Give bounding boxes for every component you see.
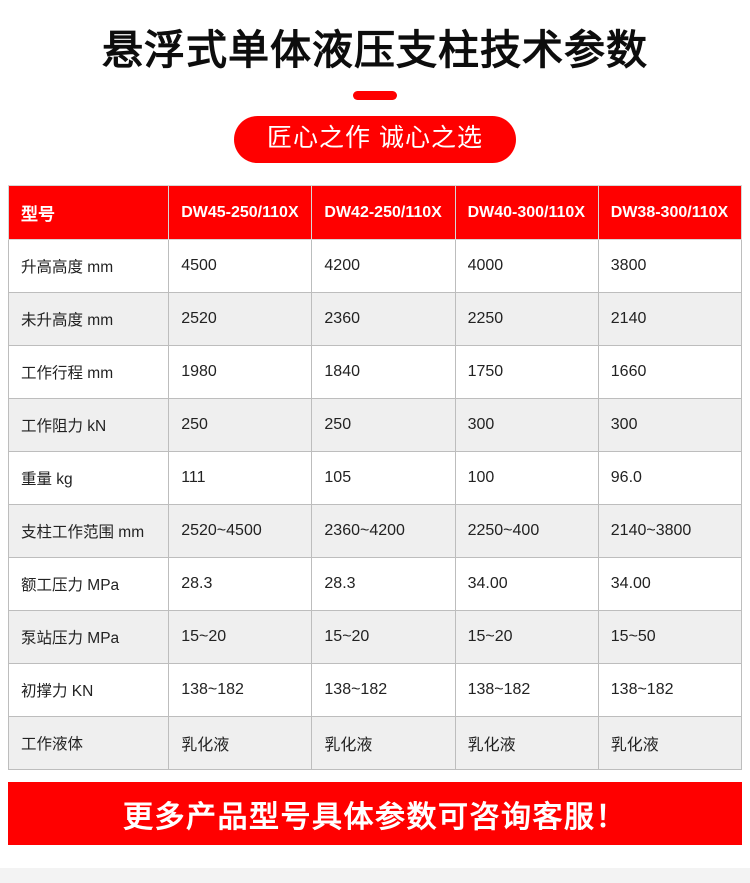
table-row: 升高高度 mm 4500 4200 4000 3800 [7, 239, 743, 294]
table-cell: 34.00 [597, 557, 743, 612]
title-divider-bar [353, 91, 397, 101]
table-row: 工作阻力 kN 250 250 300 300 [7, 398, 743, 453]
contact-support-banner: 更多产品型号具体参数可咨询客服！ [8, 782, 742, 846]
column-header-dw45-250-110x: DW45-250/110X [168, 185, 313, 241]
table-cell: 2250 [454, 292, 599, 347]
table-cell: 105 [311, 451, 456, 506]
spec-table-container: 型号 DW45-250/110X DW42-250/110X DW40-300/… [7, 185, 743, 771]
table-row: 泵站压力 MPa 15~20 15~20 15~20 15~50 [7, 610, 743, 665]
spec-table: 型号 DW45-250/110X DW42-250/110X DW40-300/… [7, 185, 743, 771]
table-cell: 100 [454, 451, 599, 506]
table-cell: 300 [454, 398, 599, 453]
table-cell: 2520 [168, 292, 313, 347]
table-cell: 34.00 [454, 557, 599, 612]
row-label: 初撑力 KN [7, 663, 170, 718]
table-cell: 3800 [597, 239, 743, 294]
table-cell: 2360~4200 [311, 504, 456, 559]
table-cell: 2360 [311, 292, 456, 347]
row-label: 额工压力 MPa [7, 557, 170, 612]
row-label: 工作行程 mm [7, 345, 170, 400]
table-header: 型号 DW45-250/110X DW42-250/110X DW40-300/… [7, 185, 743, 241]
table-cell: 2520~4500 [168, 504, 313, 559]
table-row: 未升高度 mm 2520 2360 2250 2140 [7, 292, 743, 347]
page-header: 悬浮式单体液压支柱技术参数 匠心之作 诚心之选 [0, 0, 750, 164]
table-row: 支柱工作范围 mm 2520~4500 2360~4200 2250~400 2… [7, 504, 743, 559]
table-cell: 28.3 [311, 557, 456, 612]
row-label: 泵站压力 MPa [7, 610, 170, 665]
row-label: 工作液体 [7, 716, 170, 771]
table-cell: 乳化液 [597, 716, 743, 771]
table-cell: 1750 [454, 345, 599, 400]
row-label: 重量 kg [7, 451, 170, 506]
table-row: 工作行程 mm 1980 1840 1750 1660 [7, 345, 743, 400]
table-row: 工作液体 乳化液 乳化液 乳化液 乳化液 [7, 716, 743, 771]
column-header-model: 型号 [7, 185, 170, 241]
table-cell: 2140 [597, 292, 743, 347]
table-cell: 138~182 [597, 663, 743, 718]
table-cell: 2250~400 [454, 504, 599, 559]
table-cell: 1980 [168, 345, 313, 400]
table-cell: 乳化液 [311, 716, 456, 771]
column-header-dw38-300-110x: DW38-300/110X [597, 185, 743, 241]
row-label: 工作阻力 kN [7, 398, 170, 453]
row-label: 未升高度 mm [7, 292, 170, 347]
column-header-dw42-250-110x: DW42-250/110X [311, 185, 456, 241]
column-header-dw40-300-110x: DW40-300/110X [454, 185, 599, 241]
table-cell: 15~20 [168, 610, 313, 665]
table-cell: 300 [597, 398, 743, 453]
table-cell: 1660 [597, 345, 743, 400]
row-label: 升高高度 mm [7, 239, 170, 294]
table-cell: 15~20 [311, 610, 456, 665]
table-header-row: 型号 DW45-250/110X DW42-250/110X DW40-300/… [7, 185, 743, 241]
table-row: 额工压力 MPa 28.3 28.3 34.00 34.00 [7, 557, 743, 612]
table-cell: 138~182 [168, 663, 313, 718]
table-cell: 乳化液 [168, 716, 313, 771]
table-row: 重量 kg 111 105 100 96.0 [7, 451, 743, 506]
table-cell: 4200 [311, 239, 456, 294]
table-cell: 138~182 [311, 663, 456, 718]
table-cell: 250 [311, 398, 456, 453]
slogan-badge: 匠心之作 诚心之选 [234, 116, 516, 164]
table-cell: 15~20 [454, 610, 599, 665]
table-cell: 4000 [454, 239, 599, 294]
table-cell: 4500 [168, 239, 313, 294]
row-label: 支柱工作范围 mm [7, 504, 170, 559]
table-cell: 111 [168, 451, 313, 506]
table-body: 升高高度 mm 4500 4200 4000 3800 未升高度 mm 2520… [7, 239, 743, 771]
table-cell: 96.0 [597, 451, 743, 506]
table-cell: 2140~3800 [597, 504, 743, 559]
table-cell: 138~182 [454, 663, 599, 718]
table-cell: 28.3 [168, 557, 313, 612]
bottom-strip [0, 868, 750, 883]
table-row: 初撑力 KN 138~182 138~182 138~182 138~182 [7, 663, 743, 718]
table-cell: 250 [168, 398, 313, 453]
page-title: 悬浮式单体液压支柱技术参数 [102, 27, 648, 73]
table-cell: 1840 [311, 345, 456, 400]
table-cell: 15~50 [597, 610, 743, 665]
table-cell: 乳化液 [454, 716, 599, 771]
